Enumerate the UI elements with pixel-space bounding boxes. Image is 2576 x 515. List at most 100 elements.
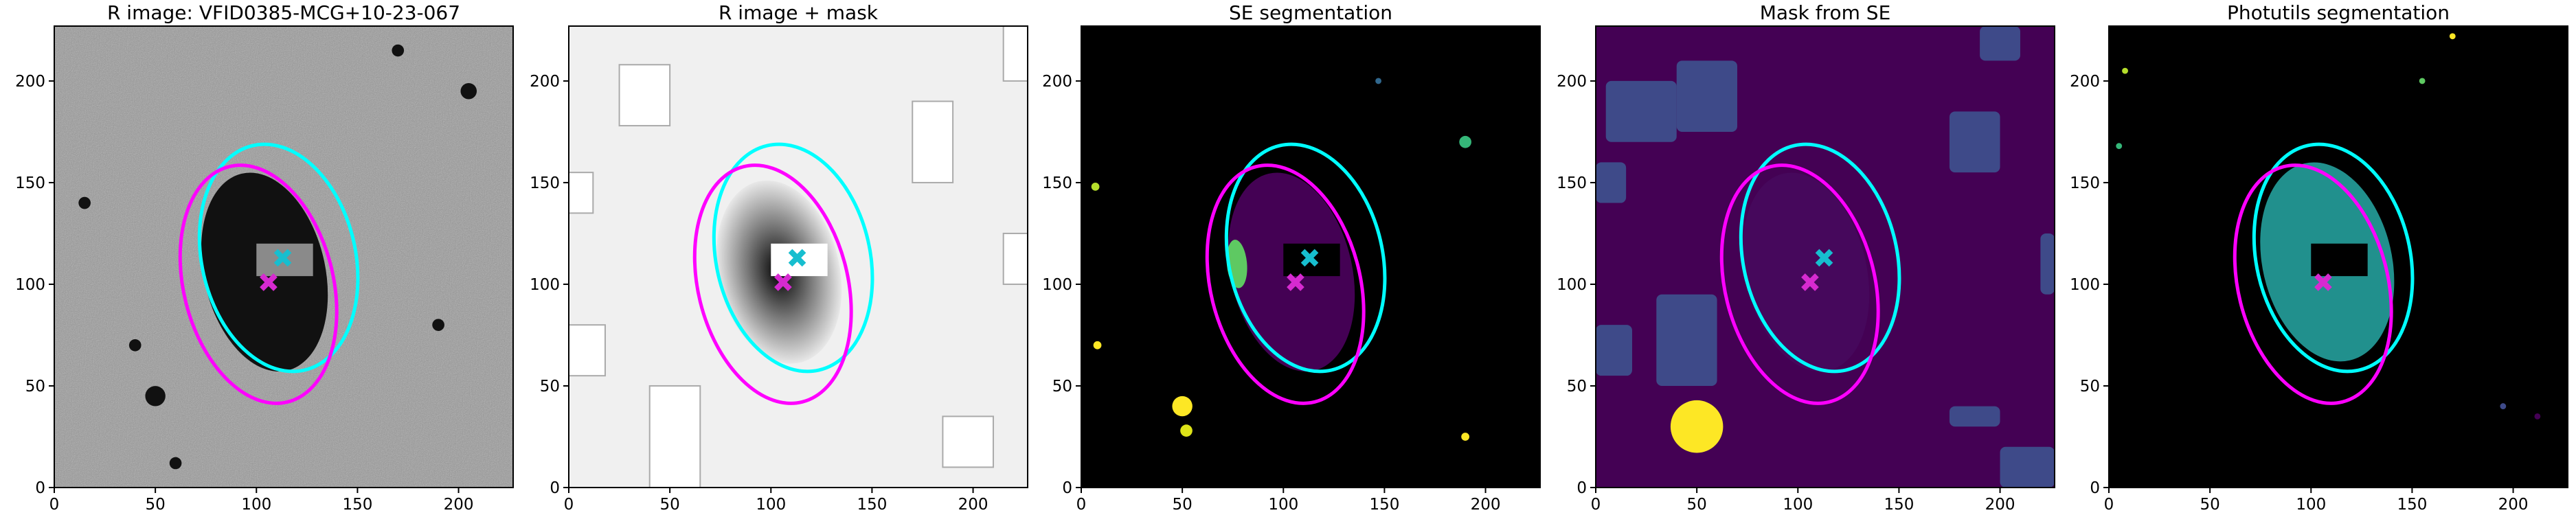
x-tick-label: 50 [2200, 496, 2219, 514]
image-region [1656, 294, 1717, 386]
panel-title: R image: VFID0385-MCG+10-23-067 [107, 1, 460, 24]
image-region [2116, 143, 2123, 150]
fit-ellipse [1224, 142, 1387, 374]
y-tick-label: 200 [1042, 73, 1072, 91]
x-tick-label: 0 [1076, 496, 1087, 514]
x-tick-label: 100 [2296, 496, 2326, 514]
axes-frame [1595, 25, 2055, 488]
axes-frame [2108, 25, 2568, 488]
x-tick-label: 150 [1884, 496, 1914, 514]
center-marker [2314, 273, 2332, 291]
image-region [1596, 162, 1627, 203]
image-region [569, 324, 606, 377]
x-tick-label: 150 [857, 496, 887, 514]
x-tick-label: 150 [342, 496, 372, 514]
x-tick-label: 0 [1591, 496, 1601, 514]
image-region [1002, 26, 1028, 82]
center-marker [1287, 273, 1304, 291]
y-tick-label: 50 [1567, 378, 1587, 396]
y-tick-label: 200 [530, 73, 560, 91]
y-tick-label: 50 [540, 378, 560, 396]
x-tick-label: 0 [49, 496, 60, 514]
image-region [392, 44, 405, 57]
y-tick-label: 50 [2080, 378, 2100, 396]
center-marker [774, 273, 792, 291]
image-region [1670, 400, 1724, 453]
y-tick-label: 150 [1557, 174, 1587, 192]
image-region [2449, 33, 2456, 40]
fit-ellipse [178, 163, 339, 405]
fit-ellipse [1719, 163, 1880, 405]
x-tick-label: 0 [2104, 496, 2114, 514]
y-tick-label: 0 [35, 479, 45, 497]
x-tick-label: 200 [1985, 496, 2015, 514]
image-region [1742, 172, 1870, 371]
panel: 0 50 100 150 200 0 50 100 150 200 SE segmentation [1042, 1, 1541, 514]
image-region [2534, 413, 2541, 420]
image-region [2419, 78, 2426, 84]
x-tick-label: 150 [2397, 496, 2427, 514]
x-tick-label: 200 [958, 496, 988, 514]
image-region [1375, 78, 1381, 84]
x-tick-label: 50 [1686, 496, 1706, 514]
panel-title: SE segmentation [1229, 1, 1392, 24]
image-region [128, 339, 142, 352]
image-region [1093, 341, 1102, 350]
panel: 0 50 100 150 200 0 50 100 150 200 R image + mask [530, 1, 1028, 514]
image-region [460, 82, 477, 100]
center-marker [1801, 273, 1819, 291]
x-tick-label: 100 [1783, 496, 1813, 514]
image-region [1091, 182, 1100, 191]
image [2109, 26, 2568, 488]
y-tick-label: 100 [1042, 276, 1072, 294]
y-tick-label: 0 [1062, 479, 1072, 497]
y-tick-label: 200 [1557, 73, 1587, 91]
y-tick-label: 50 [1052, 378, 1072, 396]
panel: 0 50 100 150 200 0 50 100 150 200 Mask from SE [1557, 1, 2055, 514]
x-tick-label: 100 [756, 496, 786, 514]
y-tick-label: 150 [2070, 174, 2100, 192]
x-tick-label: 50 [1172, 496, 1192, 514]
y-tick-label: 200 [15, 73, 45, 91]
y-tick-label: 50 [25, 378, 45, 396]
image-region [1949, 406, 2000, 427]
x-tick-label: 100 [241, 496, 271, 514]
image-region [1676, 60, 1737, 132]
image-region [1461, 433, 1470, 441]
image-region [1180, 424, 1193, 437]
center-marker [788, 249, 806, 267]
fit-ellipse [1739, 142, 1901, 374]
x-tick-label: 50 [659, 496, 679, 514]
image-region [569, 172, 594, 214]
image-region [648, 385, 701, 488]
image-region [2000, 446, 2055, 488]
axes-frame [568, 25, 1028, 488]
image-region [1605, 80, 1677, 142]
y-tick-label: 150 [530, 174, 560, 192]
image-region [1980, 26, 2020, 61]
image-region [1002, 232, 1028, 285]
axes-frame [1081, 25, 1541, 488]
image-region [169, 457, 182, 470]
y-tick-label: 0 [550, 479, 560, 497]
x-tick-label: 150 [1369, 496, 1399, 514]
image-region [1596, 325, 1632, 376]
fit-ellipse [2252, 142, 2415, 374]
image-region [912, 100, 954, 183]
x-tick-label: 0 [564, 496, 574, 514]
panel: 0 50 100 150 200 0 50 100 150 200 Photutils segmen… [2070, 1, 2568, 514]
x-tick-label: 100 [1268, 496, 1298, 514]
center-marker [273, 249, 292, 267]
x-tick-label: 200 [444, 496, 474, 514]
y-tick-label: 150 [1042, 174, 1072, 192]
x-tick-label: 200 [1471, 496, 1501, 514]
image [1596, 26, 2055, 488]
center-marker [1815, 249, 1833, 267]
axes-frame [54, 25, 514, 488]
panel-title: R image + mask [719, 1, 879, 24]
y-tick-label: 200 [2070, 73, 2100, 91]
fit-ellipse [712, 142, 874, 374]
fit-ellipse [197, 142, 360, 374]
image-region [2311, 243, 2368, 277]
y-tick-label: 0 [2090, 479, 2100, 497]
